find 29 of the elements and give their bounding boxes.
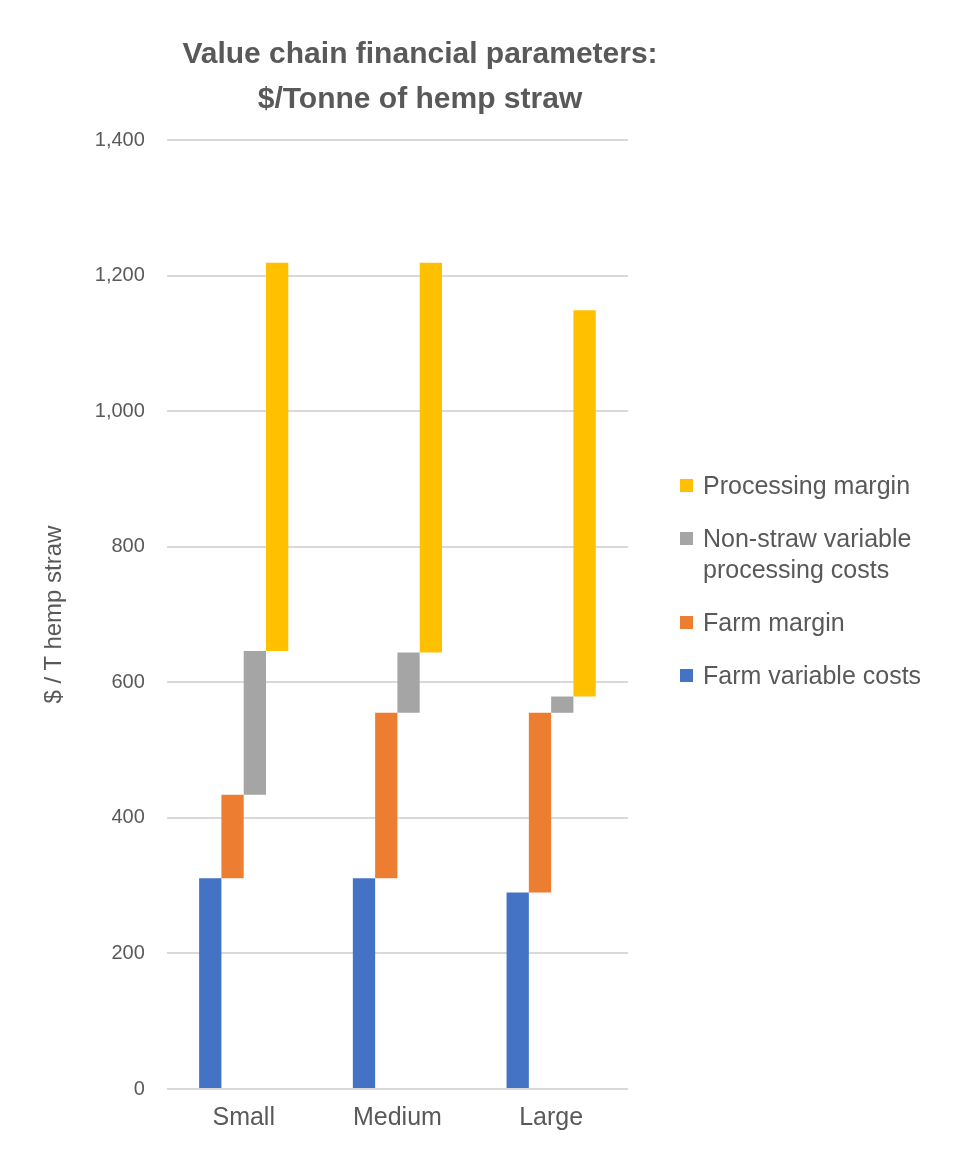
bar: [506, 892, 529, 1088]
bar: [551, 696, 574, 713]
y-tick-label: 800: [111, 534, 145, 557]
bar: [419, 262, 442, 653]
bar: [243, 651, 266, 795]
x-tick-label: Large: [519, 1101, 584, 1130]
y-tick-label: 1,000: [94, 398, 145, 421]
legend-label: Farm variable costs: [703, 660, 922, 691]
bar: [573, 310, 596, 697]
legend-label: Non-straw variable processing costs: [703, 523, 913, 585]
y-tick-label: 600: [111, 669, 145, 692]
x-tick-label: Medium: [352, 1101, 442, 1130]
bar: [221, 794, 244, 879]
bar: [352, 878, 376, 1088]
bar: [397, 652, 420, 713]
legend-label: Processing margin: [703, 470, 911, 501]
bar: [375, 712, 398, 879]
y-tick-label: 200: [111, 940, 145, 963]
y-axis-title: $ / T hemp straw: [39, 524, 67, 704]
bar: [199, 878, 222, 1088]
bar: [266, 262, 289, 652]
y-tick-label: 1,400: [94, 127, 145, 150]
y-tick-label: 0: [133, 1076, 145, 1099]
y-tick-label: 1,200: [94, 263, 145, 286]
bar: [528, 712, 552, 893]
chart-title: Value chain financial parameters: $/Tonne of hemp straw: [181, 35, 659, 116]
y-tick-label: 400: [111, 805, 145, 828]
legend-label: Farm margin: [703, 607, 845, 638]
x-tick-label: Small: [212, 1101, 275, 1130]
